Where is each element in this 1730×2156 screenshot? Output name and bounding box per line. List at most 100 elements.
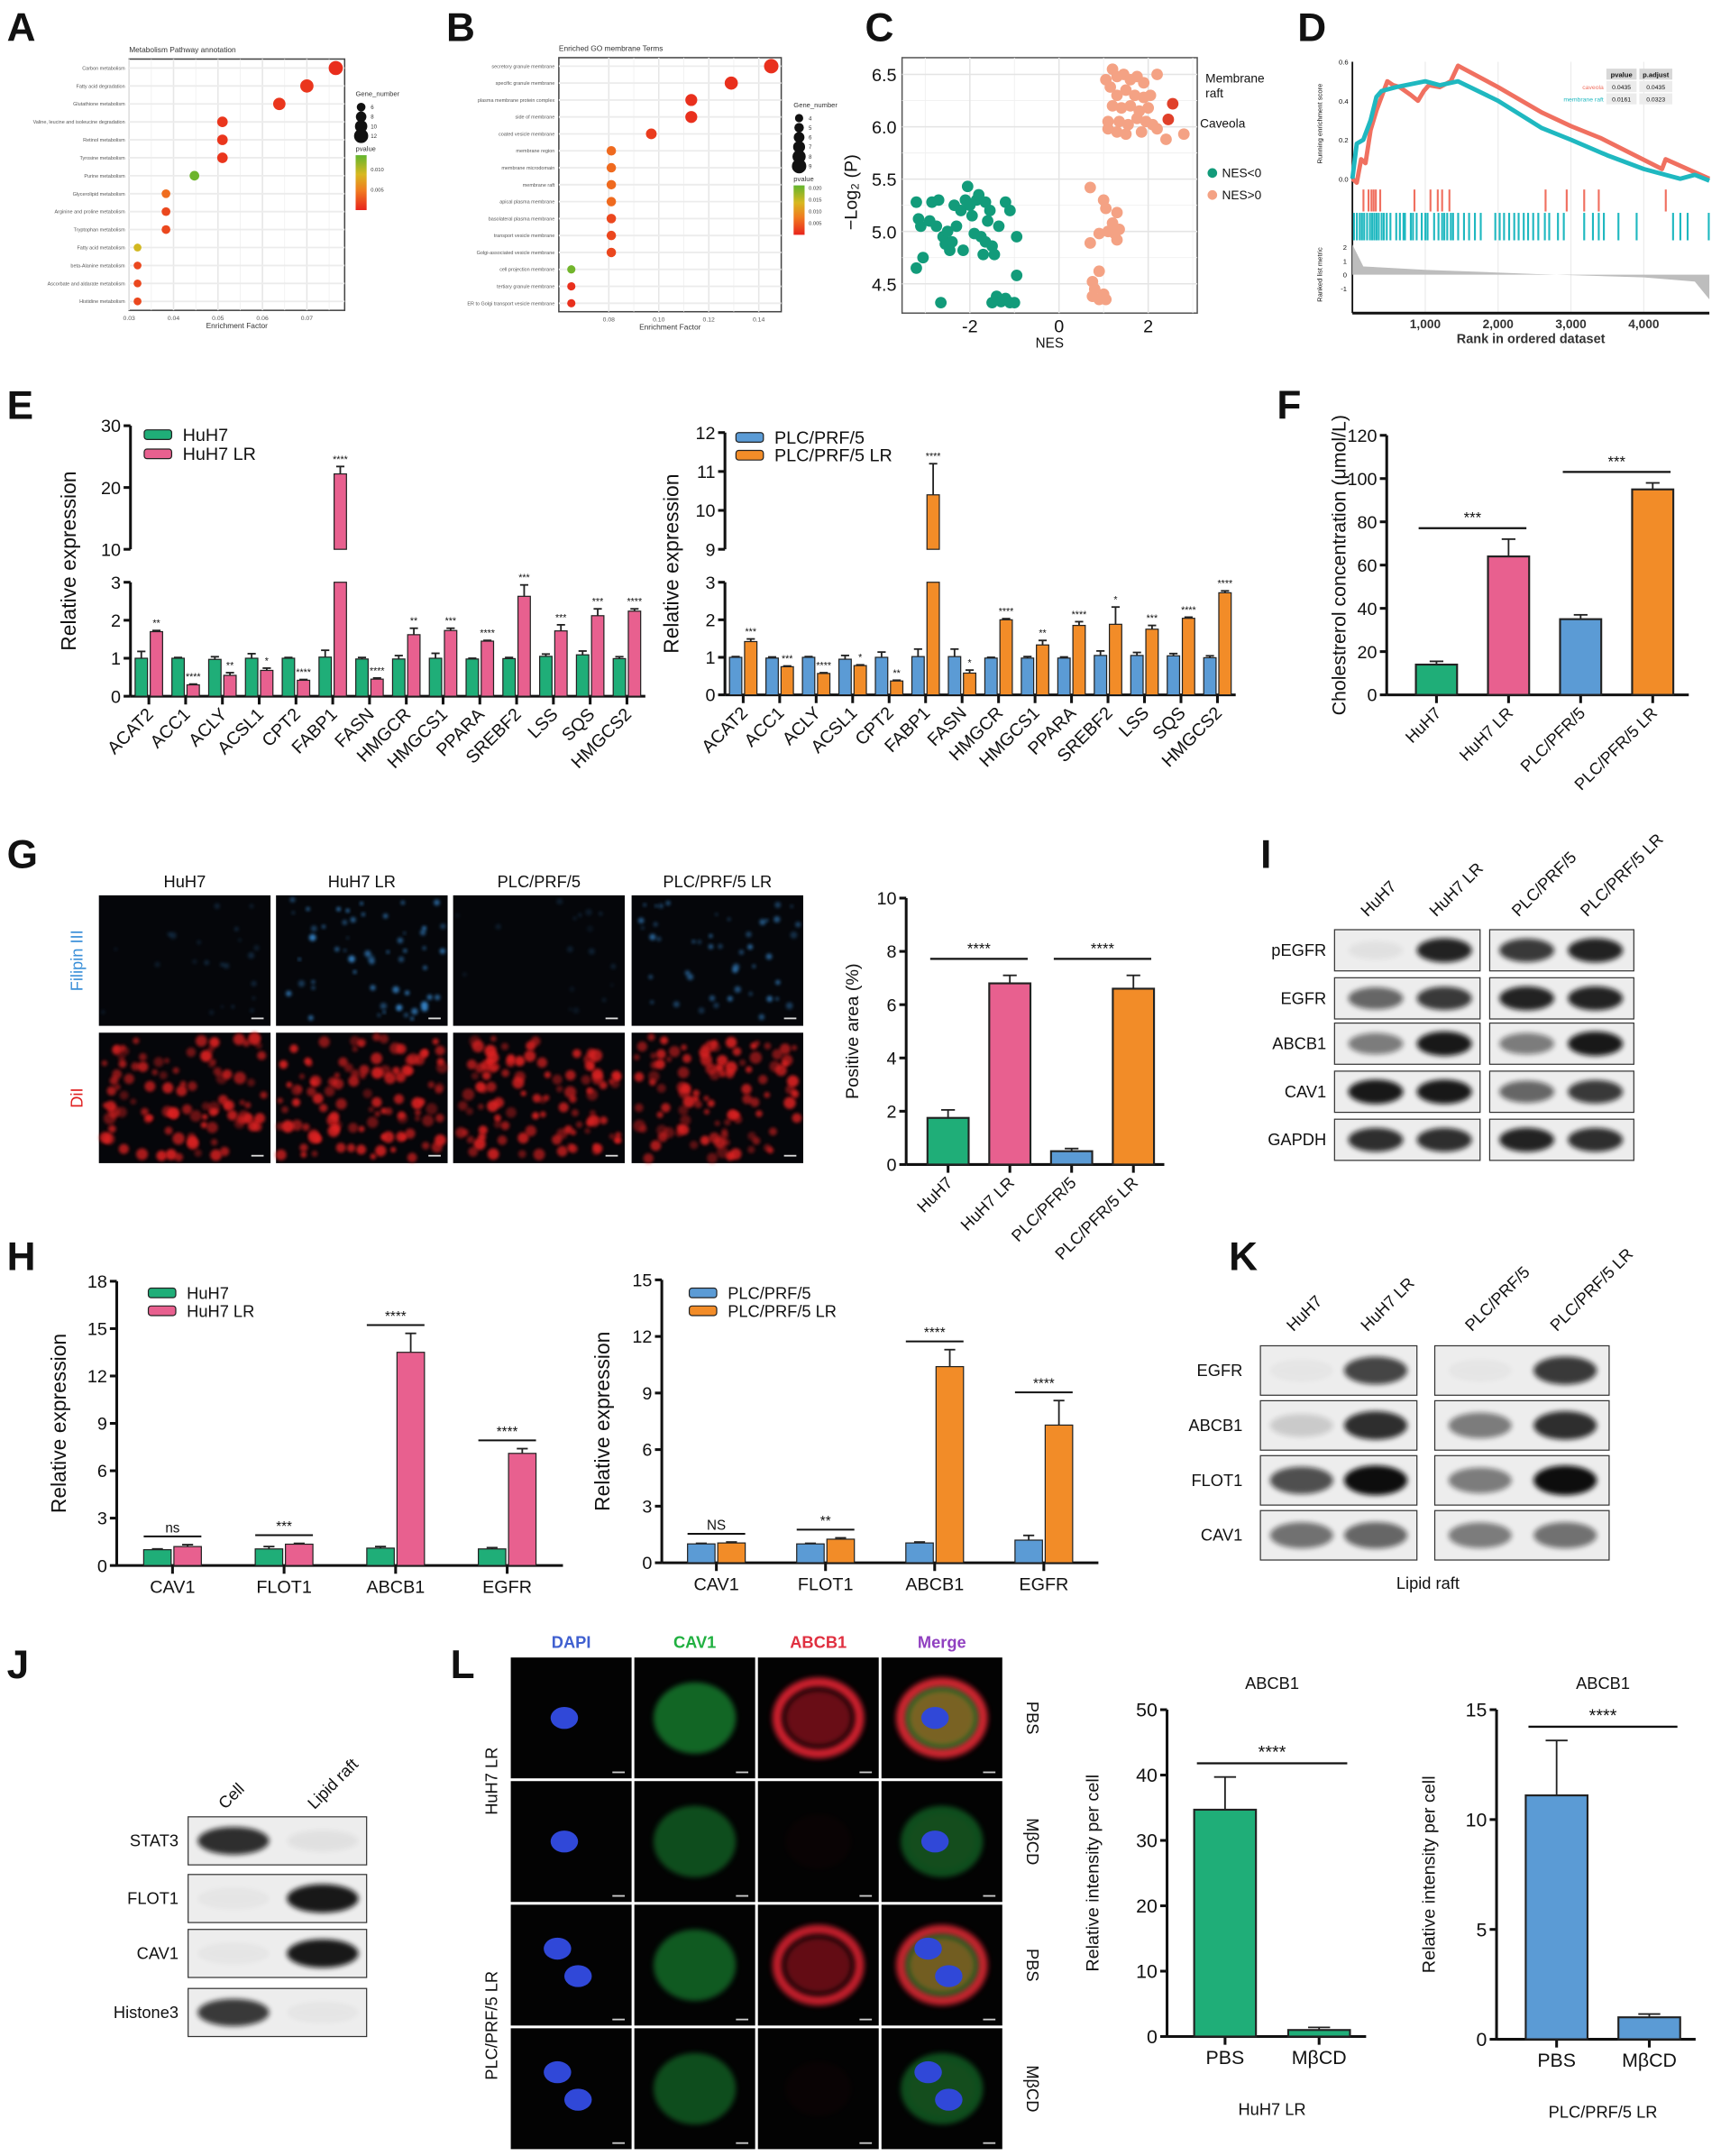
bar <box>926 494 940 550</box>
cell <box>478 1125 488 1135</box>
bar <box>1108 623 1122 696</box>
hit-mark <box>1479 213 1482 241</box>
significance-label: ns <box>165 1520 179 1536</box>
y-tick-label: 9 <box>97 1415 107 1435</box>
cell <box>520 1090 526 1096</box>
bar-chart-10: 0 10 20 30 40 50 Relative intensity per cell PB… <box>1083 1674 1367 2118</box>
cell <box>352 1046 358 1052</box>
cell <box>124 1073 134 1085</box>
cell <box>195 1034 207 1047</box>
cell <box>707 1099 715 1107</box>
x-tick-label: 0.10 <box>653 317 665 323</box>
scale-bar <box>983 2018 996 2021</box>
legend-label: 4 <box>809 115 812 122</box>
legend-label: 9 <box>809 164 812 170</box>
cell <box>754 1040 760 1047</box>
cell <box>277 1097 283 1104</box>
table-header-cell <box>1639 69 1672 80</box>
hit-mark <box>1462 213 1465 241</box>
y-tick-label: 15 <box>632 1271 652 1290</box>
y-tick-label: 4 <box>887 1049 897 1069</box>
x-tick-label: CAV1 <box>150 1578 195 1598</box>
y-tick-label: 3 <box>111 573 121 593</box>
term-label: transport vesicle membrane <box>494 234 554 239</box>
cell <box>311 979 316 985</box>
bar <box>150 630 163 697</box>
y-tick-label: 2 <box>887 1102 897 1122</box>
bar <box>1044 1424 1074 1564</box>
cell <box>298 1073 306 1079</box>
abcb1-signal <box>785 1937 852 1993</box>
y-tick-label: 15 <box>87 1320 107 1340</box>
point-nes-negative <box>923 215 936 227</box>
legend-swatch <box>147 1305 177 1317</box>
cell <box>715 1063 724 1073</box>
bar <box>334 472 347 550</box>
y-axis-label: Relative expression <box>47 1334 70 1513</box>
hit-mark <box>1548 213 1551 241</box>
protein-label: CAV1 <box>1201 1526 1242 1545</box>
cell <box>725 1069 735 1078</box>
abcb1-signal <box>785 2061 851 2116</box>
cell <box>586 925 594 932</box>
cell <box>386 950 389 954</box>
cell <box>411 1007 418 1015</box>
x-tick-label: LSS <box>1115 703 1153 741</box>
cav1-signal <box>653 1929 737 2001</box>
term-label: Glycerolipid metabolism <box>73 192 125 197</box>
cell <box>114 947 118 951</box>
cell <box>179 1080 187 1087</box>
bar <box>502 657 517 697</box>
cell <box>758 1014 765 1021</box>
cav1-signal <box>653 2052 737 2124</box>
term-label: basolateral plasma membrane <box>489 216 555 222</box>
data-point <box>161 206 170 216</box>
cell <box>774 996 780 1001</box>
term-label: Fatty acid degradation <box>77 84 125 89</box>
cell <box>188 1081 197 1091</box>
significance-label: **** <box>186 672 201 683</box>
x-axis-label: Enrichment Factor <box>639 323 701 332</box>
bar <box>1130 655 1144 696</box>
bar <box>575 654 590 697</box>
term-label: specific granule membrane <box>496 81 555 87</box>
cell <box>725 1036 737 1049</box>
y-tick-label: 20 <box>1136 1895 1158 1917</box>
ranked-metric-area <box>1352 244 1710 299</box>
cell <box>588 1064 594 1070</box>
term-label: ER to Golgi transport vesicle membrane <box>467 301 554 307</box>
significance-label: * <box>265 656 269 666</box>
protein-band <box>1348 1032 1404 1055</box>
cell <box>462 1088 475 1101</box>
significance-label: **** <box>1072 610 1087 620</box>
cell <box>118 1143 129 1154</box>
cell <box>420 1001 428 1009</box>
cell <box>186 1047 197 1058</box>
bar <box>905 1542 934 1564</box>
cell <box>233 1117 245 1129</box>
x-tick-label: HuH7 LR <box>1455 703 1516 765</box>
cell <box>133 1037 140 1044</box>
cell <box>260 1091 268 1099</box>
protein-band <box>287 1884 359 1913</box>
cell <box>466 1060 477 1069</box>
cell <box>252 996 256 1000</box>
legend-label: HuH7 LR <box>183 445 256 464</box>
cell <box>724 1119 731 1126</box>
x-tick-label: 0.03 <box>124 316 136 322</box>
table-cell <box>1606 80 1637 93</box>
nucleus <box>914 2060 942 2084</box>
hit-mark <box>1562 213 1565 241</box>
cell <box>681 1044 687 1051</box>
cell <box>208 1010 215 1015</box>
cell <box>698 1007 705 1014</box>
significance-label: ** <box>1039 628 1046 639</box>
significance-label: ** <box>226 660 233 671</box>
cell <box>720 1131 728 1140</box>
scale-bar <box>736 1771 749 1774</box>
table-cell <box>1639 80 1672 93</box>
scale-bar <box>859 1771 873 1774</box>
point-nes-negative <box>917 252 929 264</box>
cell <box>791 1044 798 1051</box>
